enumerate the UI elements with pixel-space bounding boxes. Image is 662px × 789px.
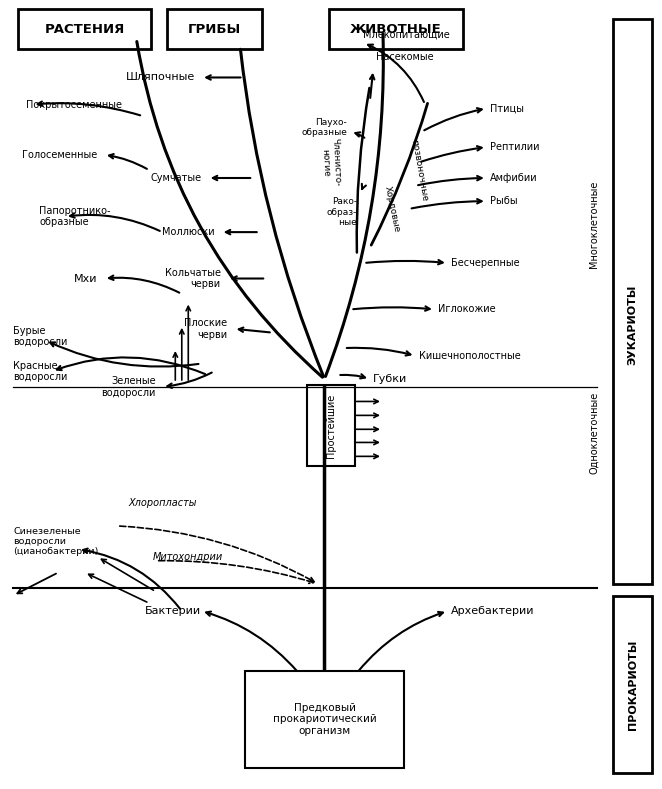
Text: Архебактерии: Архебактерии: [451, 606, 534, 616]
Text: Рако-
образ-
ные: Рако- образ- ные: [326, 197, 357, 227]
Text: Одноклеточные: Одноклеточные: [589, 392, 598, 474]
Text: Сумчатые: Сумчатые: [150, 173, 201, 183]
Text: Паухо-
образные: Паухо- образные: [301, 118, 348, 137]
FancyBboxPatch shape: [329, 9, 463, 49]
Text: Рыбы: Рыбы: [490, 196, 518, 206]
Text: Голосеменные: Голосеменные: [23, 150, 97, 160]
Text: Хлоропласты: Хлоропласты: [128, 498, 197, 508]
Text: Кишечнополостные: Кишечнополостные: [418, 351, 520, 361]
Text: Многоклеточные: Многоклеточные: [589, 181, 598, 268]
Text: РАСТЕНИЯ: РАСТЕНИЯ: [44, 23, 124, 36]
Text: Хордовые: Хордовые: [383, 185, 402, 233]
Text: Покрытосеменные: Покрытосеменные: [26, 99, 122, 110]
Text: Митохондрии: Митохондрии: [153, 552, 223, 562]
Text: Иглокожие: Иглокожие: [438, 305, 496, 315]
Text: Простейшие: Простейшие: [326, 393, 336, 458]
FancyBboxPatch shape: [307, 385, 355, 466]
Text: Шляпочные: Шляпочные: [126, 73, 195, 83]
Text: Птицы: Птицы: [490, 103, 524, 114]
Text: Амфибии: Амфибии: [490, 173, 538, 183]
Text: Зеленые
водоросли: Зеленые водоросли: [101, 376, 156, 398]
Text: позвоночные: позвоночные: [409, 139, 428, 202]
Text: Бактерии: Бактерии: [145, 606, 201, 616]
FancyBboxPatch shape: [613, 20, 652, 584]
Text: Насекомые: Насекомые: [377, 52, 434, 62]
Text: Моллюски: Моллюски: [162, 227, 214, 237]
FancyBboxPatch shape: [18, 9, 152, 49]
Text: ГРИБЫ: ГРИБЫ: [187, 23, 241, 36]
FancyBboxPatch shape: [245, 671, 404, 768]
Text: Кольчатые
черви: Кольчатые черви: [165, 267, 220, 290]
Text: Млекопитающие: Млекопитающие: [363, 30, 450, 40]
Text: Губки: Губки: [373, 374, 407, 384]
Text: ЖИВОТНЫЕ: ЖИВОТНЫЕ: [350, 23, 442, 36]
Text: Предковый
прокариотический
организм: Предковый прокариотический организм: [273, 703, 377, 736]
Text: Рептилии: Рептилии: [490, 142, 540, 152]
Text: Членисто-
ногие: Членисто- ногие: [320, 138, 342, 187]
Text: Бесчерепные: Бесчерепные: [451, 258, 520, 268]
Text: Мхи: Мхи: [74, 274, 97, 283]
Text: Бурые
водоросли: Бурые водоросли: [13, 326, 68, 347]
Text: Синезеленые
водоросли
(цианобактерии): Синезеленые водоросли (цианобактерии): [13, 526, 99, 556]
FancyBboxPatch shape: [613, 596, 652, 773]
Text: ПРОКАРИОТЫ: ПРОКАРИОТЫ: [628, 639, 638, 730]
FancyBboxPatch shape: [167, 9, 261, 49]
Text: Красные
водоросли: Красные водоросли: [13, 361, 68, 382]
Text: ЭУКАРИОТЫ: ЭУКАРИОТЫ: [628, 285, 638, 365]
Text: Папоротнико-
образные: Папоротнико- образные: [39, 206, 111, 227]
Text: Плоские
черви: Плоские черви: [184, 318, 227, 339]
